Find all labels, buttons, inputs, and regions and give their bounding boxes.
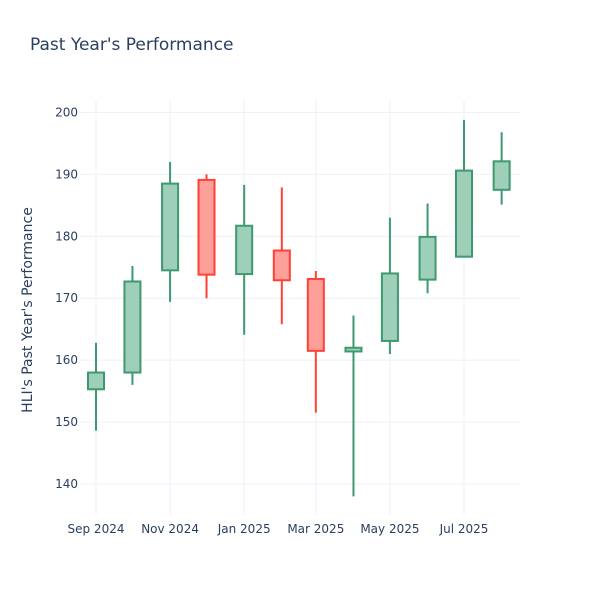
candle-body xyxy=(272,249,291,282)
candle xyxy=(197,174,216,299)
candle-body xyxy=(197,178,216,276)
gridlines xyxy=(80,100,520,515)
x-tick-label: Jan 2025 xyxy=(217,522,271,536)
candle-body xyxy=(455,169,473,258)
y-tick-label: 150 xyxy=(55,415,78,429)
y-tick-label: 170 xyxy=(55,291,78,305)
candle-body xyxy=(380,272,399,342)
candle xyxy=(123,266,142,385)
y-axis-title: HLI's Past Year's Performance xyxy=(20,207,36,413)
candle-body xyxy=(87,371,105,391)
candle-body xyxy=(123,280,142,374)
candle xyxy=(87,342,105,431)
y-axis-ticks: 140 150 160 170 180 190 200 xyxy=(55,105,78,491)
candle-body xyxy=(235,224,254,276)
chart-title: Past Year's Performance xyxy=(30,35,234,55)
candle xyxy=(418,203,437,294)
candle xyxy=(455,119,473,258)
x-tick-label: Mar 2025 xyxy=(287,522,344,536)
candle-body xyxy=(344,346,363,353)
y-tick-label: 180 xyxy=(55,229,78,243)
y-tick-label: 200 xyxy=(55,105,78,119)
x-axis-ticks: Sep 2024 Nov 2024 Jan 2025 Mar 2025 May 2025… xyxy=(68,522,489,536)
candle xyxy=(161,161,180,302)
candle xyxy=(380,217,399,354)
x-tick-label: May 2025 xyxy=(360,522,419,536)
candle-body xyxy=(306,278,325,352)
candle xyxy=(272,187,291,325)
y-tick-label: 160 xyxy=(55,353,78,367)
candle-body xyxy=(418,235,437,281)
x-tick-label: Sep 2024 xyxy=(68,522,125,536)
y-tick-label: 140 xyxy=(55,477,78,491)
candle xyxy=(492,132,511,205)
candle-body xyxy=(161,182,180,272)
y-tick-label: 190 xyxy=(55,167,78,181)
candle xyxy=(306,270,325,413)
candle xyxy=(235,184,254,335)
candles xyxy=(87,119,511,497)
x-tick-label: Jul 2025 xyxy=(439,522,489,536)
candle xyxy=(344,315,363,497)
candle-body xyxy=(492,160,511,191)
x-tick-label: Nov 2024 xyxy=(141,522,199,536)
